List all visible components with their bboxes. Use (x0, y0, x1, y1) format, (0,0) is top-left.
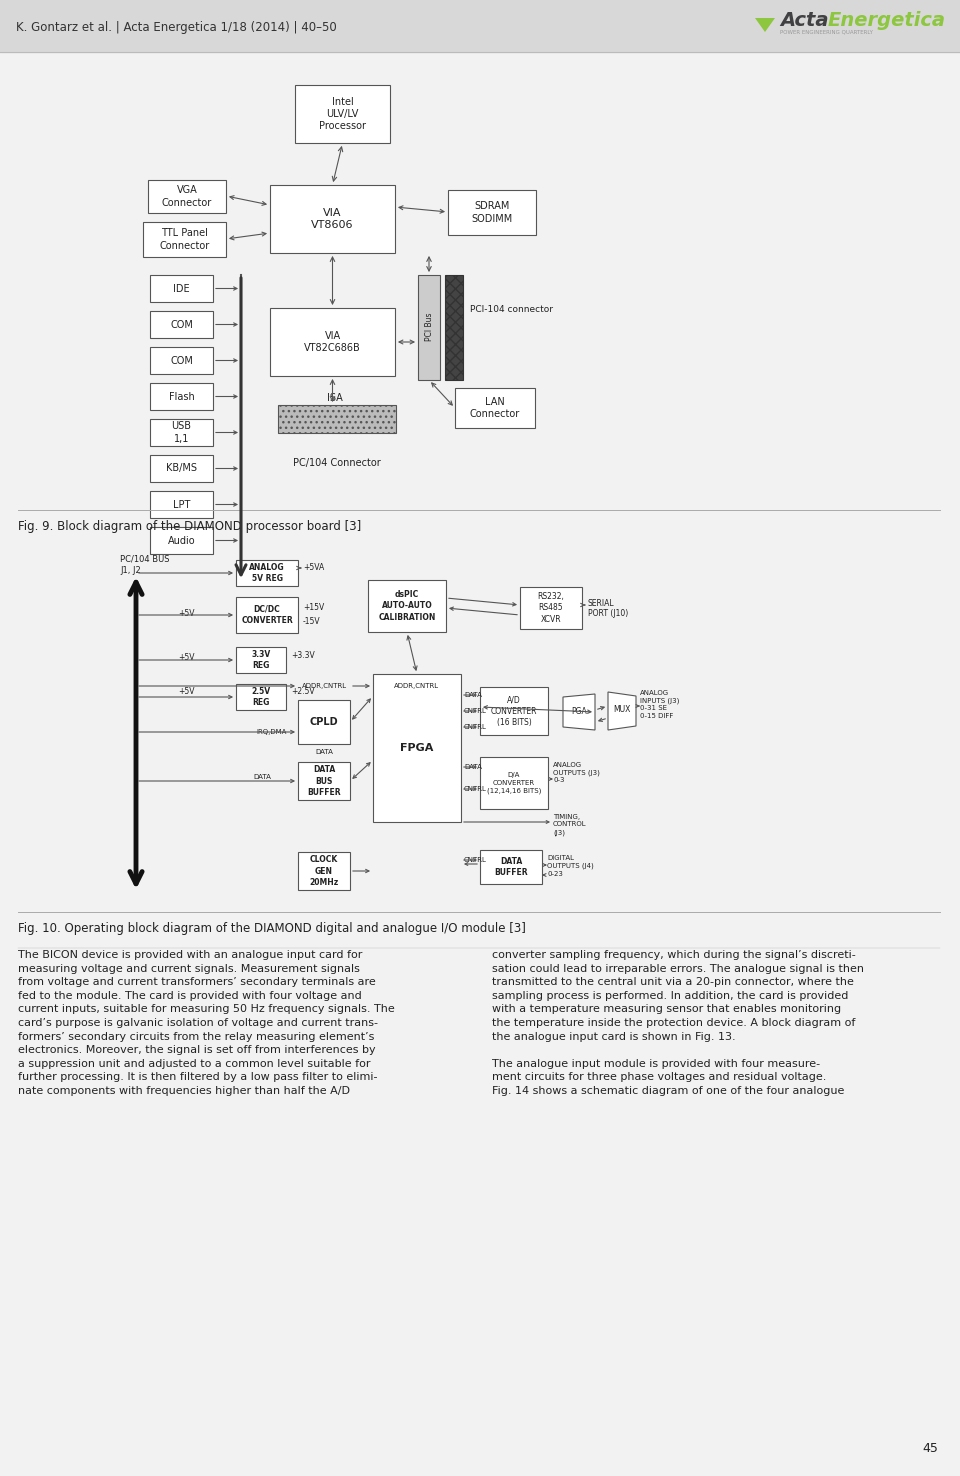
Bar (150, 455, 213, 483)
Text: PGA: PGA (571, 707, 587, 716)
Bar (236, 596, 298, 633)
Text: USB
1,1: USB 1,1 (172, 421, 191, 444)
Polygon shape (563, 694, 595, 731)
Bar (270, 184, 395, 252)
Text: -15V: -15V (303, 617, 321, 626)
Text: ANALOG
OUTPUTS (J3)
0-3: ANALOG OUTPUTS (J3) 0-3 (553, 762, 600, 784)
Bar (270, 308, 395, 376)
Text: Fig. 10. Operating block diagram of the DIAMOND digital and analogue I/O module : Fig. 10. Operating block diagram of the … (18, 922, 526, 934)
Text: MUX: MUX (613, 706, 631, 714)
Text: PC/104 Connector: PC/104 Connector (293, 458, 381, 468)
Text: DATA
BUFFER: DATA BUFFER (494, 858, 528, 877)
Text: ANALOG
INPUTS (J3)
0-31 SE
0-15 DIFF: ANALOG INPUTS (J3) 0-31 SE 0-15 DIFF (640, 689, 680, 719)
Text: CLOCK
GEN
20MHz: CLOCK GEN 20MHz (309, 856, 339, 887)
Text: CNTRL: CNTRL (464, 858, 487, 863)
Text: TIMING,
CONTROL
(J3): TIMING, CONTROL (J3) (553, 813, 587, 835)
Text: 2.5V
REG: 2.5V REG (252, 686, 271, 707)
Text: The BICON device is provided with an analogue input card for
measuring voltage a: The BICON device is provided with an ana… (18, 951, 395, 1097)
Text: +5VA: +5VA (303, 564, 324, 573)
Text: ADDR,CNTRL: ADDR,CNTRL (395, 683, 440, 689)
Bar (148, 180, 226, 213)
Bar (298, 852, 350, 890)
Text: 45: 45 (923, 1442, 938, 1455)
Text: COM: COM (170, 356, 193, 366)
Text: +3.3V: +3.3V (291, 651, 315, 660)
Bar (150, 492, 213, 518)
Text: VIA
VT8606: VIA VT8606 (311, 208, 353, 230)
Text: CNTRL: CNTRL (464, 787, 487, 793)
Bar (150, 419, 213, 446)
Text: DATA: DATA (315, 748, 333, 756)
Text: CNTRL: CNTRL (464, 708, 487, 714)
Text: +15V: +15V (303, 602, 324, 611)
Text: +5V: +5V (178, 688, 195, 697)
Bar (278, 404, 396, 432)
Text: CPLD: CPLD (310, 717, 338, 728)
Text: TTL Panel
Connector: TTL Panel Connector (159, 229, 209, 251)
Bar (445, 275, 463, 379)
Bar (150, 347, 213, 373)
Bar (455, 388, 535, 428)
Text: K. Gontarz et al. | Acta Energetica 1/18 (2014) | 40–50: K. Gontarz et al. | Acta Energetica 1/18… (16, 22, 337, 34)
Text: VIA
VT82C686B: VIA VT82C686B (304, 331, 361, 353)
Text: +2.5V: +2.5V (291, 688, 315, 697)
Bar (143, 221, 226, 257)
Text: VGA
Connector: VGA Connector (162, 186, 212, 208)
Text: IDE: IDE (173, 283, 190, 294)
Text: LAN
Connector: LAN Connector (469, 397, 520, 419)
Text: +5V: +5V (178, 610, 195, 618)
Text: Audio: Audio (168, 536, 195, 546)
Polygon shape (755, 18, 775, 32)
Bar (480, 850, 542, 884)
Text: DATA: DATA (464, 692, 482, 698)
Text: DATA: DATA (253, 773, 271, 779)
Bar (150, 527, 213, 554)
Text: ADDR,CNTRL: ADDR,CNTRL (301, 683, 347, 689)
Bar (480, 757, 548, 809)
Text: FPGA: FPGA (400, 742, 434, 753)
Text: converter sampling frequency, which during the signal’s discreti-
sation could l: converter sampling frequency, which duri… (492, 951, 864, 1097)
Bar (418, 275, 440, 379)
Text: +5V: +5V (178, 652, 195, 661)
Bar (448, 190, 536, 235)
Text: CNTRL: CNTRL (464, 725, 487, 731)
Text: Energetica: Energetica (828, 10, 946, 30)
Bar (0, 0, 960, 52)
Text: DC/DC
CONVERTER: DC/DC CONVERTER (241, 605, 293, 624)
Bar (150, 382, 213, 410)
Bar (150, 275, 213, 303)
Text: PCI-104 connector: PCI-104 connector (470, 306, 553, 314)
Text: Fig. 9. Block diagram of the DIAMOND processor board [3]: Fig. 9. Block diagram of the DIAMOND pro… (18, 520, 361, 533)
Bar (236, 646, 286, 673)
Text: A/D
CONVERTER
(16 BITS): A/D CONVERTER (16 BITS) (491, 695, 538, 726)
Bar (373, 675, 461, 822)
Text: PC/104 BUS
J1, J2: PC/104 BUS J1, J2 (120, 555, 170, 576)
Text: ANALOG
5V REG: ANALOG 5V REG (250, 562, 285, 583)
Text: 3.3V
REG: 3.3V REG (252, 649, 271, 670)
Text: dsPIC
AUTO-AUTO
CALIBRATION: dsPIC AUTO-AUTO CALIBRATION (378, 590, 436, 621)
Polygon shape (608, 692, 636, 731)
Text: KB/MS: KB/MS (166, 463, 197, 474)
Bar (368, 580, 446, 632)
Bar (298, 762, 350, 800)
Text: PCI Bus: PCI Bus (424, 313, 434, 341)
Bar (480, 686, 548, 735)
Text: SDRAM
SODIMM: SDRAM SODIMM (471, 201, 513, 224)
Bar (236, 559, 298, 586)
Text: Intel
ULV/LV
Processor: Intel ULV/LV Processor (319, 96, 366, 131)
Text: DIGITAL
OUTPUTS (J4)
0-23: DIGITAL OUTPUTS (J4) 0-23 (547, 855, 593, 877)
Bar (520, 587, 582, 629)
Text: ISA: ISA (327, 393, 343, 403)
Bar (295, 86, 390, 143)
Bar (236, 683, 286, 710)
Text: SERIAL
PORT (J10): SERIAL PORT (J10) (588, 599, 628, 618)
Bar (150, 311, 213, 338)
Text: RS232,
RS485
XCVR: RS232, RS485 XCVR (538, 592, 564, 623)
Text: DATA: DATA (464, 765, 482, 770)
Text: POWER ENGINEERING QUARTERLY: POWER ENGINEERING QUARTERLY (780, 30, 873, 34)
Text: Acta: Acta (780, 10, 828, 30)
Text: DATA
BUS
BUFFER: DATA BUS BUFFER (307, 766, 341, 797)
Text: COM: COM (170, 319, 193, 329)
Text: IRQ,DMA: IRQ,DMA (256, 729, 286, 735)
Text: D/A
CONVERTER
(12,14,16 BITS): D/A CONVERTER (12,14,16 BITS) (487, 772, 541, 794)
